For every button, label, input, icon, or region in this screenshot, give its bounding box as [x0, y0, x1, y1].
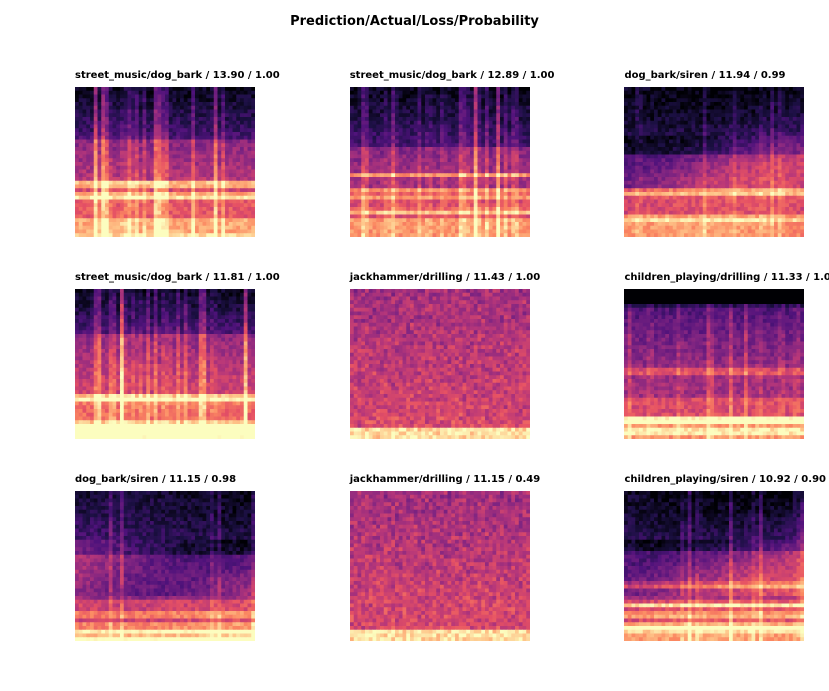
subplot-title: dog_bark/siren / 11.94 / 0.99 — [624, 70, 785, 81]
subplot-4: jackhammer/drilling / 11.43 / 1.00 — [350, 272, 555, 439]
subplot-title: dog_bark/siren / 11.15 / 0.98 — [75, 474, 236, 485]
subplot-title: children_playing/drilling / 11.33 / 1.00 — [624, 272, 829, 283]
subplot-0: street_music/dog_bark / 13.90 / 1.00 — [75, 70, 280, 237]
figure-title: Prediction/Actual/Loss/Probability — [0, 14, 829, 29]
spectrogram-image — [350, 289, 530, 439]
spectrogram-image — [624, 87, 804, 237]
subplot-2: dog_bark/siren / 11.94 / 0.99 — [624, 70, 829, 237]
subplot-title: street_music/dog_bark / 11.81 / 1.00 — [75, 272, 280, 283]
subplot-3: street_music/dog_bark / 11.81 / 1.00 — [75, 272, 280, 439]
spectrogram-image — [624, 289, 804, 439]
spectrogram-image — [350, 87, 530, 237]
spectrogram-image — [624, 491, 804, 641]
subplot-title: jackhammer/drilling / 11.43 / 1.00 — [350, 272, 540, 283]
subplot-title: street_music/dog_bark / 12.89 / 1.00 — [350, 70, 555, 81]
spectrogram-image — [75, 491, 255, 641]
subplot-8: children_playing/siren / 10.92 / 0.90 — [624, 474, 829, 641]
figure-container: Prediction/Actual/Loss/Probability stree… — [0, 0, 829, 691]
spectrogram-image — [350, 491, 530, 641]
spectrogram-image — [75, 87, 255, 237]
subplot-1: street_music/dog_bark / 12.89 / 1.00 — [350, 70, 555, 237]
subplot-7: jackhammer/drilling / 11.15 / 0.49 — [350, 474, 555, 641]
subplot-title: street_music/dog_bark / 13.90 / 1.00 — [75, 70, 280, 81]
subplot-5: children_playing/drilling / 11.33 / 1.00 — [624, 272, 829, 439]
subplot-title: children_playing/siren / 10.92 / 0.90 — [624, 474, 826, 485]
subplot-grid: street_music/dog_bark / 13.90 / 1.00 str… — [75, 70, 825, 641]
subplot-title: jackhammer/drilling / 11.15 / 0.49 — [350, 474, 540, 485]
spectrogram-image — [75, 289, 255, 439]
subplot-6: dog_bark/siren / 11.15 / 0.98 — [75, 474, 280, 641]
